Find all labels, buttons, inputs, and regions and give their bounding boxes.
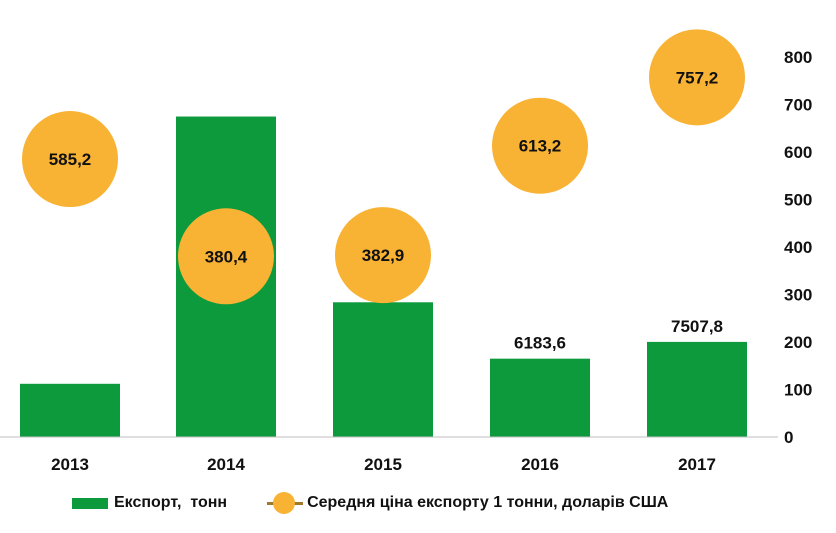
y-tick-300: 300	[784, 286, 812, 305]
bar-label-2017: 7507,8	[671, 317, 723, 336]
legend-label-export: Експорт, тонн	[114, 494, 228, 511]
y-tick-400: 400	[784, 238, 812, 257]
legend-item-export: Експорт, тонн	[72, 494, 227, 512]
bar-label-2016: 6183,6	[514, 334, 566, 353]
x-tick-2014: 2014	[207, 455, 245, 474]
y-tick-500: 500	[784, 191, 812, 210]
y-tick-200: 200	[784, 333, 812, 352]
legend: Експорт, тонн Середня ціна експорту 1 то…	[72, 492, 668, 514]
price-label-2015: 382,9	[362, 246, 405, 265]
markers-layer: 585,2 380,4 382,9 613,2 757,2	[22, 29, 745, 305]
price-label-2013: 585,2	[49, 150, 92, 169]
x-tick-2013: 2013	[51, 455, 89, 474]
y-tick-700: 700	[784, 96, 812, 115]
bar-2013	[20, 383, 120, 437]
legend-swatch-bar	[72, 497, 108, 509]
price-label-2016: 613,2	[519, 137, 562, 156]
x-tick-2017: 2017	[678, 455, 716, 474]
x-axis-ticks: 2013 2014 2015 2016 2017	[51, 455, 716, 474]
legend-item-price: Середня ціна експорту 1 тонни, доларів С…	[227, 492, 668, 514]
price-marker-2016	[492, 97, 588, 194]
price-label-2014: 380,4	[205, 247, 248, 266]
price-marker-2015	[335, 207, 431, 304]
legend-label-price: Середня ціна експорту 1 тонни, доларів С…	[307, 494, 669, 511]
bar-2015	[333, 302, 433, 437]
y-tick-0: 0	[784, 428, 793, 447]
bar-2017	[647, 341, 747, 437]
y-tick-100: 100	[784, 381, 812, 400]
x-tick-2016: 2016	[521, 455, 559, 474]
price-marker-2014	[178, 208, 274, 305]
price-marker-2013	[22, 111, 118, 208]
bar-2016	[490, 358, 590, 437]
price-label-2017: 757,2	[676, 68, 719, 87]
price-marker-2017	[649, 29, 745, 126]
x-tick-2015: 2015	[364, 455, 402, 474]
legend-swatch-marker	[267, 492, 304, 514]
y-tick-800: 800	[784, 48, 812, 67]
y-tick-600: 600	[784, 143, 812, 162]
y-axis-right-ticks: 0 100 200 300 400 500 600 700 800	[784, 48, 812, 447]
